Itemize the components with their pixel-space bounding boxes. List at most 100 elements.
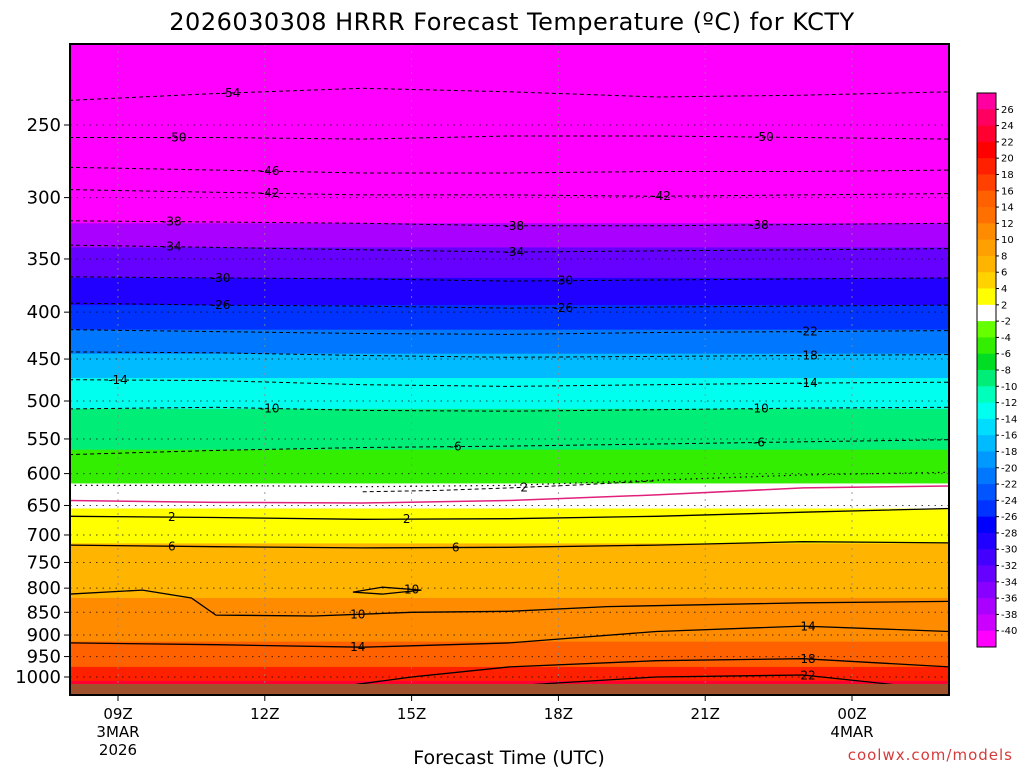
colorbar-swatch	[977, 484, 996, 501]
y-tick-label: 700	[27, 525, 61, 546]
colorbar-label: -38	[1001, 610, 1017, 621]
isotherm-label: -42	[260, 186, 280, 200]
temperature-band	[70, 277, 949, 306]
isotherm-line	[70, 471, 949, 488]
colorbar-swatch	[977, 386, 996, 403]
colorbar-label: -24	[1001, 496, 1017, 507]
isotherm-label: 14	[350, 640, 365, 654]
colorbar-swatch	[977, 516, 996, 534]
isotherm-label: -38	[162, 215, 182, 229]
colorbar-label: 24	[1001, 121, 1014, 132]
temperature-band	[70, 543, 949, 599]
temperature-band	[70, 353, 949, 379]
y-tick-label: 250	[27, 115, 61, 136]
ground-strip	[70, 684, 949, 695]
colorbar-swatch	[977, 337, 996, 355]
colorbar-label: -28	[1001, 528, 1017, 539]
isotherm-label: 18	[800, 652, 815, 666]
isotherm-label: -50	[167, 131, 187, 145]
colorbar-legend: 26 24 22 20 18 16 14 12 10 8 6 4 2 -2 -4 -6 -8 -10 -12 -14 -…	[976, 92, 1017, 648]
colorbar-label: -8	[1001, 366, 1011, 377]
y-tick-label: 1000	[15, 667, 61, 688]
colorbar-swatch	[977, 630, 996, 648]
colorbar-label: -22	[1001, 480, 1017, 491]
colorbar-label: -26	[1001, 512, 1017, 523]
colorbar-swatch	[977, 451, 996, 469]
colorbar-label: -2	[1001, 317, 1011, 328]
isotherm-label: 10	[350, 607, 365, 621]
colorbar-swatch	[977, 614, 996, 632]
temperature-band	[70, 329, 949, 355]
temperature-band	[70, 597, 949, 643]
colorbar-label: 4	[1001, 284, 1007, 295]
isotherm-contours: -54 -50 -50 -46 -42 -42 -38 -38 -38 -34 -34 -30 -30 -…	[70, 86, 949, 690]
isotherm-line	[70, 507, 949, 520]
colorbar-swatch	[977, 223, 996, 241]
x-tick-label: 15Z	[397, 705, 426, 723]
colorbar-swatch	[977, 109, 996, 126]
colorbar-swatch	[977, 239, 996, 257]
isotherm-label: -38	[505, 219, 525, 233]
isotherm-line	[70, 589, 949, 617]
isotherm-line	[70, 541, 949, 549]
colorbar-swatch	[977, 125, 996, 143]
x-tick-label: 00Z	[837, 705, 866, 723]
colorbar-label: 14	[1001, 203, 1014, 214]
isotherm-label: 14	[800, 619, 815, 633]
chart-title: 2026030308 HRRR Forecast Temperature (ºC…	[169, 8, 854, 36]
colorbar-label: -30	[1001, 545, 1017, 556]
isotherm-label: -14	[108, 373, 128, 387]
isotherm-label: -6	[753, 435, 765, 449]
colorbar-label: -18	[1001, 447, 1017, 458]
x-tick-label: 12Z	[250, 705, 279, 723]
credit-link[interactable]: coolwx.com/models	[848, 746, 1013, 764]
x-tick-date-label: 3MAR	[96, 723, 139, 741]
isotherm-label: -46	[260, 164, 280, 178]
x-tick-label: 21Z	[691, 705, 720, 723]
temperature-band	[70, 170, 949, 195]
colorbar-swatch	[977, 500, 996, 518]
isotherm-label: -30	[211, 271, 231, 285]
colorbar-label: 16	[1001, 186, 1014, 197]
y-tick-label: 950	[27, 647, 61, 668]
isotherm-label: -42	[651, 189, 671, 203]
colorbar-label: -12	[1001, 398, 1017, 409]
colorbar-label: 2	[1001, 300, 1007, 311]
isotherm-line	[352, 586, 422, 595]
colorbar-label: 18	[1001, 170, 1014, 181]
isotherm-label: -14	[798, 376, 818, 390]
temperature-band	[70, 408, 949, 451]
isotherm-label: -50	[754, 130, 774, 144]
isotherm-label: 6	[168, 539, 176, 553]
y-tick-label: 450	[27, 349, 61, 370]
colorbar-label: -10	[1001, 382, 1017, 393]
temperature-band	[70, 666, 949, 682]
isotherm-label: -6	[450, 440, 462, 454]
temperature-band	[70, 483, 949, 494]
colorbar-swatch	[977, 565, 996, 583]
colorbar-label: -6	[1001, 349, 1011, 360]
isotherm-label: 2	[168, 510, 176, 524]
y-tick-label: 800	[27, 578, 61, 599]
temperature-band	[70, 508, 949, 545]
colorbar-label: 22	[1001, 137, 1014, 148]
isotherm-label: -34	[162, 240, 182, 254]
isotherm-label: -26	[553, 301, 573, 315]
y-tick-label: 300	[27, 188, 61, 209]
colorbar-label: -20	[1001, 463, 1017, 474]
temperature-band	[70, 223, 949, 249]
isotherm-label: -22	[798, 325, 818, 339]
y-tick-label: 350	[27, 249, 61, 270]
isotherm-label: 6	[452, 541, 460, 555]
y-tick-label: 650	[27, 495, 61, 516]
colorbar-swatch	[977, 370, 996, 387]
colorbar-swatch	[977, 549, 996, 566]
colorbar-label: 12	[1001, 219, 1014, 230]
colorbar-swatch	[977, 255, 996, 273]
isotherm-line	[70, 485, 949, 504]
colorbar-swatch	[977, 321, 996, 338]
colorbar-label: -14	[1001, 414, 1017, 425]
isotherm-label: -30	[553, 274, 573, 288]
colorbar-swatch	[977, 174, 996, 192]
